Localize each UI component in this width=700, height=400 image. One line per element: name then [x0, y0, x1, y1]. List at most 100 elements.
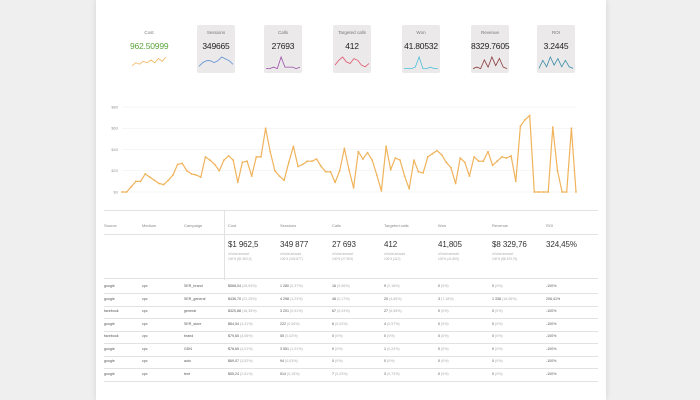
cost-data-point[interactable]	[542, 191, 545, 193]
cost-data-point[interactable]	[422, 172, 424, 174]
cost-data-point[interactable]	[199, 176, 202, 178]
cost-data-point[interactable]	[315, 158, 318, 160]
kpi-card-targeted-calls[interactable]: Targeted calls 412	[333, 25, 371, 73]
cost-data-point[interactable]	[297, 165, 299, 168]
column-header-roi[interactable]: ROI	[546, 223, 554, 228]
cost-data-point[interactable]	[445, 161, 448, 164]
cost-data-point[interactable]	[264, 127, 267, 130]
cost-data-point[interactable]	[186, 169, 188, 172]
cost-data-point[interactable]	[283, 179, 285, 182]
kpi-card-revenue[interactable]: Revenue 8329.7605	[471, 25, 510, 73]
column-header-source[interactable]: Source	[104, 223, 117, 228]
cost-data-point[interactable]	[213, 163, 216, 166]
cost-data-point[interactable]	[487, 150, 489, 153]
kpi-card-sessions[interactable]: Sessions 349665	[197, 25, 235, 73]
cost-data-point[interactable]	[148, 176, 151, 178]
column-header-cost[interactable]: Cost	[228, 223, 237, 228]
cost-data-point[interactable]	[334, 181, 336, 184]
column-header-medium[interactable]: Medium	[142, 223, 157, 228]
cost-data-point[interactable]	[450, 166, 452, 169]
cost-data-point[interactable]	[482, 160, 485, 163]
cost-data-point[interactable]	[139, 180, 142, 183]
cost-data-point[interactable]	[362, 158, 364, 160]
cost-data-point[interactable]	[301, 163, 304, 166]
cost-data-point[interactable]	[399, 159, 401, 161]
cost-data-point[interactable]	[121, 191, 123, 193]
cost-data-point[interactable]	[324, 170, 327, 173]
column-header-campaign[interactable]: Campaign	[184, 223, 203, 228]
kpi-card-cost[interactable]: Cost 962.50999	[130, 25, 169, 73]
cost-data-point[interactable]	[440, 153, 443, 156]
cost-data-point[interactable]	[227, 155, 230, 157]
cost-data-point[interactable]	[250, 175, 253, 177]
cost-data-point[interactable]	[232, 159, 235, 161]
cost-data-point[interactable]	[385, 145, 387, 148]
cost-data-point[interactable]	[431, 152, 434, 155]
cost-data-point[interactable]	[352, 186, 355, 189]
cost-data-point[interactable]	[348, 168, 350, 171]
cost-data-point[interactable]	[528, 114, 531, 117]
cost-data-point[interactable]	[501, 156, 503, 158]
cost-data-point[interactable]	[468, 175, 471, 177]
cost-data-point[interactable]	[561, 191, 563, 193]
kpi-card-won[interactable]: Won 41.80532	[402, 25, 440, 73]
column-header-sessions[interactable]: Sessions	[280, 223, 297, 228]
cost-data-point[interactable]	[371, 159, 374, 161]
cost-data-point[interactable]	[329, 170, 332, 173]
column-header-calls[interactable]: Calls	[332, 223, 341, 228]
cost-data-point[interactable]	[320, 165, 323, 168]
cost-data-point[interactable]	[417, 170, 420, 173]
cost-data-point[interactable]	[158, 182, 160, 185]
kpi-card-roi[interactable]: ROI 3.2445	[537, 25, 575, 73]
cost-data-point[interactable]	[403, 175, 406, 177]
cost-data-point[interactable]	[366, 151, 369, 154]
cost-data-point[interactable]	[575, 191, 577, 193]
cost-data-point[interactable]	[413, 159, 415, 161]
cost-data-point[interactable]	[510, 155, 512, 157]
cost-data-point[interactable]	[459, 157, 462, 159]
cost-data-point[interactable]	[426, 156, 429, 158]
cost-data-point[interactable]	[153, 179, 156, 182]
cost-data-point[interactable]	[570, 127, 573, 130]
cost-data-point[interactable]	[204, 156, 207, 158]
cost-data-point[interactable]	[524, 118, 526, 121]
cost-data-point[interactable]	[306, 160, 309, 163]
column-header-won[interactable]: Won	[438, 223, 447, 228]
cost-data-point[interactable]	[274, 169, 276, 172]
cost-data-point[interactable]	[278, 175, 281, 177]
cost-data-point[interactable]	[135, 180, 137, 183]
cost-data-point[interactable]	[496, 160, 499, 163]
cost-data-point[interactable]	[292, 145, 295, 148]
cost-data-point[interactable]	[311, 160, 313, 163]
cost-data-point[interactable]	[533, 191, 536, 193]
cost-data-point[interactable]	[394, 157, 397, 159]
cost-data-point[interactable]	[565, 191, 568, 193]
cost-data-point[interactable]	[389, 168, 392, 171]
cost-data-point[interactable]	[343, 147, 346, 150]
cost-data-point[interactable]	[269, 150, 272, 153]
cost-data-point[interactable]	[181, 162, 184, 165]
cost-data-point[interactable]	[538, 191, 540, 193]
cost-data-point[interactable]	[176, 163, 179, 166]
cost-data-point[interactable]	[551, 126, 554, 129]
cost-data-point[interactable]	[380, 190, 383, 192]
cost-data-point[interactable]	[514, 180, 517, 183]
cost-data-point[interactable]	[473, 156, 475, 158]
cost-data-point[interactable]	[195, 174, 197, 176]
cost-data-point[interactable]	[375, 174, 378, 176]
cost-data-point[interactable]	[454, 182, 457, 185]
cost-data-point[interactable]	[556, 169, 559, 172]
kpi-card-calls[interactable]: Calls 27693	[264, 25, 302, 73]
cost-data-point[interactable]	[144, 173, 147, 175]
cost-data-point[interactable]	[408, 187, 411, 190]
cost-data-point[interactable]	[547, 191, 550, 193]
cost-data-point[interactable]	[477, 160, 480, 163]
cost-data-point[interactable]	[519, 125, 522, 127]
cost-data-point[interactable]	[491, 164, 494, 167]
cost-data-point[interactable]	[236, 181, 239, 184]
cost-data-point[interactable]	[190, 173, 193, 175]
cost-data-point[interactable]	[357, 150, 360, 153]
column-header-revenue[interactable]: Revenue	[492, 223, 509, 228]
cost-data-point[interactable]	[162, 183, 165, 186]
cost-data-point[interactable]	[255, 156, 258, 158]
